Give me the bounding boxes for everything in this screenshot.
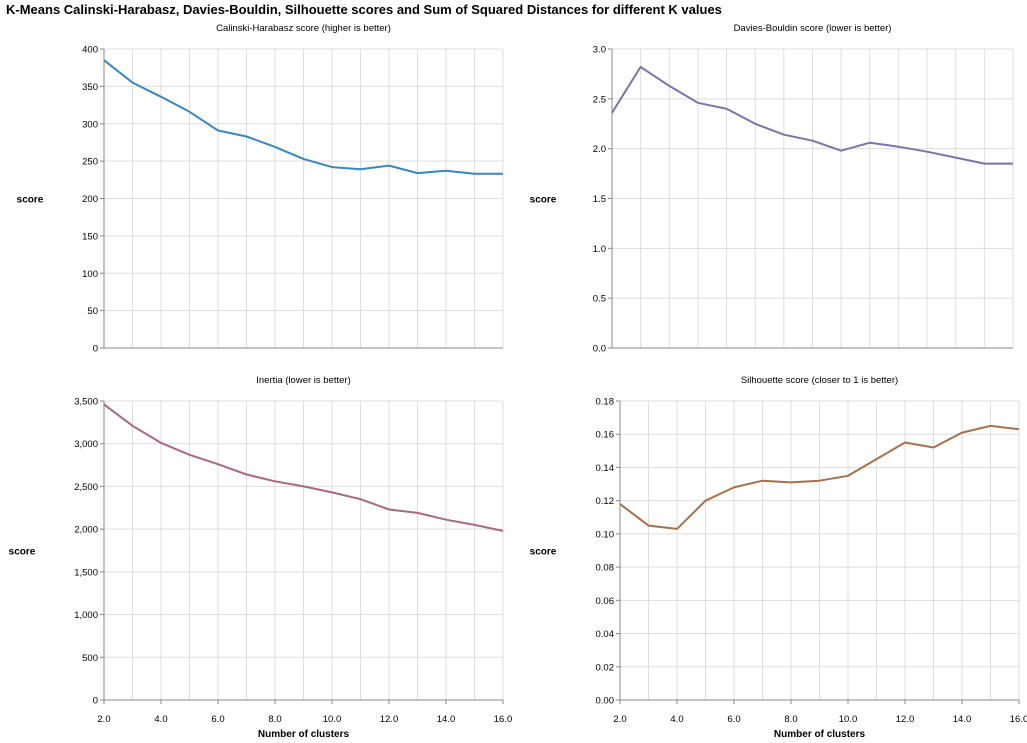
y-axis-title: score: [530, 195, 557, 206]
panel-title: Silhouette score (closer to 1 is better): [741, 375, 898, 386]
y-tick-label: 1.5: [593, 194, 606, 205]
x-tick-label: 2.0: [97, 714, 110, 725]
x-tick-label: 16.0: [494, 714, 513, 725]
series-line: [619, 424, 1020, 530]
x-tick-label: 16.0: [1010, 714, 1027, 725]
y-tick-label: 0: [93, 344, 98, 355]
y-tick-label: 0.12: [596, 496, 615, 507]
y-tick-label: 1,000: [74, 610, 98, 621]
y-tick-label: 300: [82, 119, 98, 130]
y-tick-label: 2,000: [74, 525, 98, 536]
x-tick-label: 2.0: [613, 714, 626, 725]
y-tick-label: 500: [82, 653, 98, 664]
calinski-harabasz-chart: 0 50 100 150 200 250 300 350 400 Calinski-Harabas…: [17, 23, 504, 355]
y-tick-label: 3,000: [74, 439, 98, 450]
y-tick-label: 0.06: [596, 596, 615, 607]
y-tick-label: 2.0: [593, 144, 606, 155]
panel-title: Calinski-Harabasz score (higher is bette…: [216, 23, 391, 34]
y-tick-label: 0.16: [596, 430, 615, 441]
x-axis-title: Number of clusters: [258, 729, 350, 740]
x-tick-label: 12.0: [896, 714, 915, 725]
y-tick-label: 50: [87, 306, 98, 317]
x-tick-label: 6.0: [727, 714, 740, 725]
x-axis-title: Number of clusters: [774, 729, 866, 740]
y-tick-label: 3.0: [593, 45, 606, 56]
y-axis-title: score: [9, 547, 36, 558]
y-tick-label: 2,500: [74, 482, 98, 493]
y-tick-label: 0: [93, 696, 98, 707]
silhouette-chart: 0.00 0.02 0.04 0.06 0.08 0.10 0.12 0.14 0.16 0.18…: [530, 375, 1027, 740]
series-line: [103, 403, 504, 532]
panel-title: Davies-Bouldin score (lower is better): [734, 23, 892, 34]
y-tick-label: 100: [82, 269, 98, 280]
panel-title: Inertia (lower is better): [256, 375, 351, 386]
series-line: [103, 59, 503, 175]
x-tick-label: 12.0: [380, 714, 399, 725]
x-tick-label: 14.0: [953, 714, 972, 725]
y-tick-label: 0.00: [596, 696, 615, 707]
y-tick-label: 0.04: [596, 629, 615, 640]
y-tick-label: 200: [82, 194, 98, 205]
y-tick-label: 3,500: [74, 397, 98, 408]
page-title: K-Means Calinski-Harabasz, Davies-Bouldi…: [6, 2, 722, 17]
series-line: [611, 65, 1013, 165]
y-tick-label: 250: [82, 157, 98, 168]
y-tick-label: 0.08: [596, 563, 615, 574]
y-tick-label: 2.5: [593, 94, 606, 105]
x-tick-label: 8.0: [268, 714, 281, 725]
y-tick-label: 0.02: [596, 662, 615, 673]
x-tick-label: 4.0: [154, 714, 167, 725]
y-tick-label: 0.18: [596, 397, 615, 408]
y-axis-title: score: [17, 195, 44, 206]
x-tick-label: 8.0: [784, 714, 797, 725]
x-tick-label: 14.0: [437, 714, 456, 725]
y-tick-label: 0.14: [596, 463, 615, 474]
x-tick-label: 10.0: [323, 714, 342, 725]
y-tick-label: 0.5: [593, 294, 606, 305]
y-tick-label: 150: [82, 231, 98, 242]
y-tick-label: 1,500: [74, 567, 98, 578]
y-tick-label: 400: [82, 45, 98, 56]
inertia-chart: 0 500 1,000 1,500 2,000 2,500 3,000 3,500 2.0 4.0…: [9, 375, 513, 740]
y-axis-title: score: [530, 547, 557, 558]
x-tick-label: 6.0: [211, 714, 224, 725]
y-tick-label: 0.10: [596, 529, 615, 540]
y-tick-label: 0.0: [593, 344, 606, 355]
x-tick-label: 10.0: [839, 714, 858, 725]
y-tick-label: 350: [82, 82, 98, 93]
y-tick-label: 1.0: [593, 244, 606, 255]
davies-bouldin-chart: 0.0 0.5 1.0 1.5 2.0 2.5 3.0 Davies-Bouldin scor…: [530, 23, 1014, 355]
x-tick-label: 4.0: [670, 714, 683, 725]
